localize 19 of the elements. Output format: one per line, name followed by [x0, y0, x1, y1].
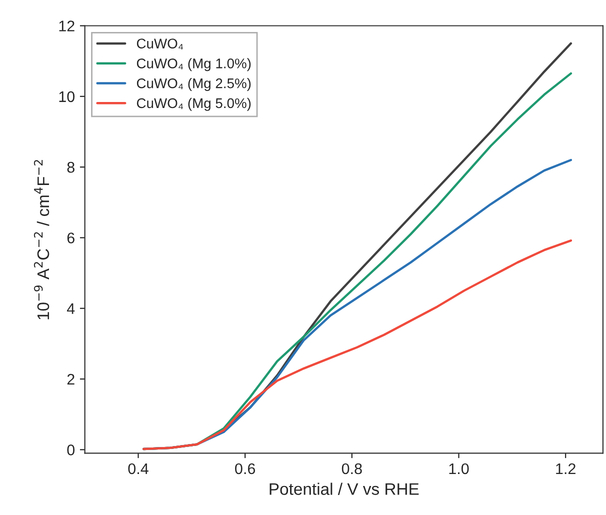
y-tick-label: 10	[59, 91, 75, 102]
y-tick-label: 2	[67, 374, 74, 385]
x-tick-label: 1.0	[449, 463, 469, 474]
legend-label: CuWO₄ (Mg 5.0%)	[136, 98, 251, 111]
y-tick-label: 12	[59, 20, 74, 32]
y-tick-label: 0	[67, 444, 75, 456]
legend-label: CuWO₄	[136, 38, 184, 50]
x-tick-label: 1.2	[556, 463, 576, 474]
x-tick-label: 0.4	[128, 463, 148, 474]
x-axis-title: Potential / V vs RHE	[270, 482, 419, 495]
line-series	[142, 239, 572, 450]
text: 10$^{−9}$ A$^{2}$C$^{−2}$ / cm$^{4}$F$^{−2}$	[34, 160, 50, 320]
legend-label: CuWO₄ (Mg 2.5%)	[136, 78, 251, 91]
x-tick-label: 0.6	[235, 463, 256, 474]
x-tick-label: 0.8	[342, 463, 362, 474]
legend-label: CuWO₄ (Mg 1.0%)	[136, 58, 251, 72]
y-tick-label: 4	[66, 303, 75, 314]
y-tick-label: 8	[67, 162, 74, 173]
y-tick-label: 6	[67, 232, 74, 244]
